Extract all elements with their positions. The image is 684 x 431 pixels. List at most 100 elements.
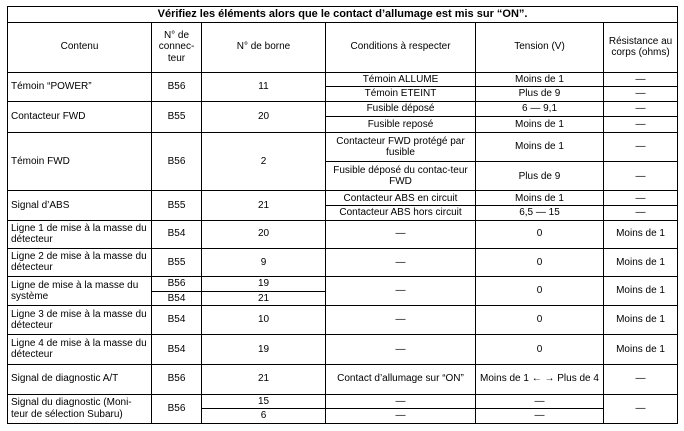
condition-cell: Témoin ALLUME (325, 71, 476, 88)
resistance-cell: — (602, 161, 679, 192)
condition-cell: Contacteur ABS hors circuit (325, 205, 476, 221)
voltage-cell: Moins de 1 (475, 71, 604, 88)
voltage-cell: Moins de 1 (475, 116, 604, 134)
condition-cell: — (325, 305, 476, 336)
connector-cell: B55 (151, 100, 202, 134)
table-row: Ligne 3 de mise à la masse du détecteur … (7, 305, 679, 336)
connector-cell: B54 (151, 334, 202, 365)
resistance-cell: — (602, 363, 679, 395)
voltage-cell: 0 (475, 275, 604, 307)
resistance-cell: — (602, 393, 679, 425)
resistance-cell: Moins de 1 (602, 305, 679, 336)
resistance-cell: — (602, 132, 679, 163)
condition-cell: — (325, 219, 476, 249)
row-label: Témoin FWD (7, 132, 152, 192)
condition-cell: Contacteur FWD protégé par fusible (325, 132, 476, 163)
resistance-cell: Moins de 1 (602, 247, 679, 277)
condition-cell: Fusible déposé (325, 100, 476, 118)
condition-cell: Contact d’allumage sur “ON” (325, 363, 476, 395)
resistance-cell: — (602, 71, 679, 88)
header-contenu: Contenu (7, 21, 152, 73)
table-row: 6 — — (8, 408, 678, 424)
header-borne: N° de borne (201, 21, 326, 73)
connector-cell: B56 (151, 71, 202, 102)
condition-cell: Fusible déposé du contac-teur FWD (325, 161, 476, 192)
voltage-cell: 6,5 — 15 (475, 205, 604, 221)
table-row: Fusible déposé du contac-teur FWD Plus d… (8, 161, 679, 192)
table-row: Signal du diagnostic (Moni-teur de sélec… (7, 393, 679, 425)
connector-cell: B56 (151, 132, 202, 192)
resistance-cell: — (602, 86, 679, 102)
terminal-cell: 20 (201, 219, 326, 249)
terminal-cell: 20 (201, 100, 326, 134)
resistance-cell: — (602, 100, 679, 118)
resistance-cell: — (602, 205, 679, 221)
voltage-cell: 0 (475, 334, 604, 365)
resistance-cell: — (602, 190, 679, 207)
terminal-cell: 21 (201, 290, 326, 307)
terminal-cell: 15 (201, 393, 326, 410)
row-label: Contacteur FWD (7, 100, 152, 134)
voltage-cell: — (475, 393, 604, 410)
connector-cell: B55 (151, 190, 202, 221)
table-title: Vérifiez les éléments alors que le conta… (6, 6, 679, 23)
table-row: Contacteur ABS hors circuit 6,5 — 15 — (8, 205, 679, 221)
condition-cell: Contacteur ABS en circuit (325, 190, 476, 207)
condition-cell: — (325, 247, 476, 277)
voltage-check-table: Vérifiez les éléments alors que le conta… (6, 6, 679, 425)
voltage-cell: — (475, 408, 604, 424)
table-row: Contacteur FWD B55 20 Fusible déposé 6 —… (7, 100, 679, 134)
condition-cell: Témoin ETEINT (325, 86, 476, 102)
terminal-cell: 9 (201, 247, 326, 277)
terminal-cell: 19 (201, 275, 326, 292)
voltage-cell: 6 — 9,1 (475, 100, 604, 118)
voltage-cell: Moins de 1 (475, 190, 604, 207)
resistance-cell: — (602, 116, 679, 134)
header-conditions: Conditions à respecter (325, 21, 476, 73)
terminal-cell: 21 (201, 363, 326, 395)
condition-cell: — (325, 275, 476, 307)
header-tension: Tension (V) (475, 21, 604, 73)
voltage-cell: Plus de 9 (475, 86, 604, 102)
terminal-cell: 6 (201, 408, 326, 424)
row-label: Témoin “POWER” (7, 71, 152, 102)
table-row: Ligne 1 de mise à la masse du détecteur … (7, 219, 679, 249)
connector-cell: B56 (151, 393, 202, 425)
table-row: Ligne 4 de mise à la masse du détecteur … (7, 334, 679, 365)
table-row: Témoin ETEINT Plus de 9 — (8, 86, 679, 102)
terminal-cell: 11 (201, 71, 326, 102)
table-row: B54 21 (8, 290, 678, 307)
row-label: Ligne 1 de mise à la masse du détecteur (7, 219, 152, 249)
voltage-cell: Moins de 1 (475, 132, 604, 163)
connector-cell: B55 (151, 247, 202, 277)
table-row: Signal d’ABS B55 21 Contacteur ABS en ci… (7, 190, 679, 221)
connector-cell: B56 (151, 363, 202, 395)
header-resistance: Résistance au corps (ohms) (602, 21, 679, 73)
terminal-cell: 21 (201, 190, 326, 221)
row-label: Ligne 4 de mise à la masse du détecteur (7, 334, 152, 365)
table-row: Ligne de mise à la masse du système B56 … (7, 275, 679, 307)
condition-cell: — (325, 393, 476, 410)
connector-cell: B56 (151, 275, 202, 292)
connector-cell: B54 (151, 290, 202, 307)
row-label: Ligne 2 de mise à la masse du détecteur (7, 247, 152, 277)
terminal-cell: 10 (201, 305, 326, 336)
voltage-cell: 0 (475, 305, 604, 336)
row-label: Signal du diagnostic (Moni-teur de sélec… (7, 393, 152, 425)
connector-cell: B54 (151, 305, 202, 336)
resistance-cell: Moins de 1 (602, 275, 679, 307)
condition-cell: Fusible reposé (325, 116, 476, 134)
resistance-cell: Moins de 1 (602, 334, 679, 365)
row-label: Signal d’ABS (7, 190, 152, 221)
connector-cell: B54 (151, 219, 202, 249)
voltage-cell: Moins de 1 ← → Plus de 4 (475, 363, 604, 395)
voltage-cell: 0 (475, 219, 604, 249)
condition-cell: — (325, 334, 476, 365)
terminal-cell: 2 (201, 132, 326, 192)
row-label: Ligne de mise à la masse du système (7, 275, 152, 307)
condition-cell: — (325, 408, 476, 424)
row-label: Signal de diagnostic A/T (7, 363, 152, 395)
header-row: Contenu N° de connec-teur N° de borne Co… (7, 21, 679, 73)
voltage-cell: 0 (475, 247, 604, 277)
